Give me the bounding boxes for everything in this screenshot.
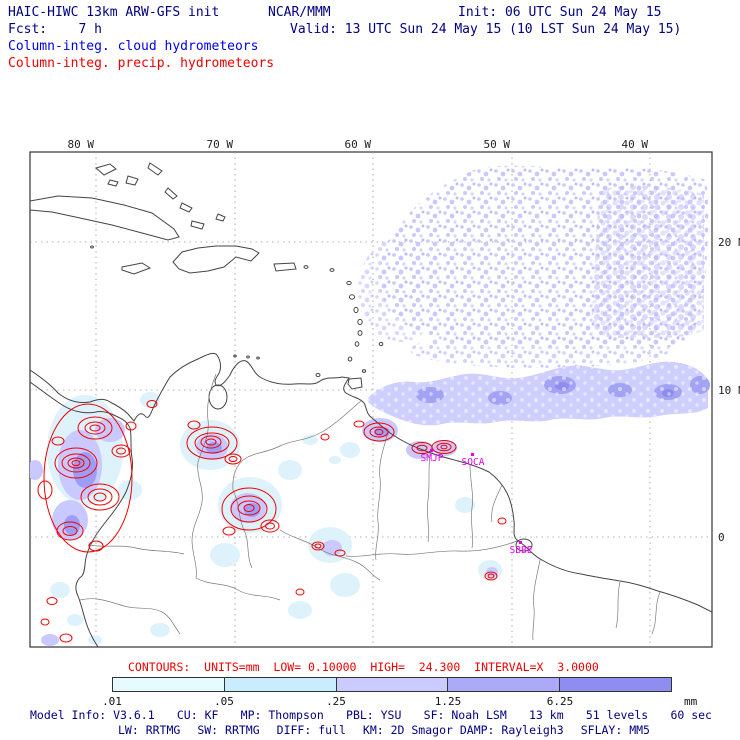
- lon-label: 60 W: [345, 138, 372, 151]
- org-label: NCAR/MMM: [268, 5, 331, 20]
- model-info-item: MP: Thompson: [240, 708, 324, 722]
- axis-labels: 80 W 70 W 60 W 50 W 40 W 20 N 10 N 0: [68, 138, 740, 544]
- colorbar-segment: [560, 678, 671, 691]
- model-info-item: KM: 2D Smagor DAMP: Rayleigh3: [362, 723, 564, 737]
- forecast-hour-label: Fcst: 7 h: [8, 22, 102, 37]
- colorbar-tick: .05: [214, 695, 234, 708]
- colorbar-segment: [224, 678, 337, 691]
- grid-lines: [30, 152, 712, 647]
- lat-label: 0: [718, 531, 725, 544]
- station-marker: [430, 449, 433, 452]
- model-info-item: 13 km: [529, 708, 564, 722]
- model-info-item: Model Info: V3.6.1: [30, 708, 155, 722]
- cloud-shading-layer: [30, 165, 710, 646]
- model-info-item: 60 sec: [670, 708, 712, 722]
- colorbar-tick: 1.25: [434, 695, 462, 708]
- coastlines: [30, 162, 712, 647]
- lon-label: 70 W: [207, 138, 234, 151]
- init-time-label: Init: 06 UTC Sun 24 May 15: [458, 5, 662, 20]
- station-label: SOCA: [462, 457, 485, 468]
- colorbar-segment: [336, 678, 449, 691]
- lon-label: 40 W: [622, 138, 649, 151]
- model-info-line2: LW: RRTMG SW: RRTMG DIFF: full KM: 2D Sm…: [118, 723, 650, 737]
- model-info-item: SF: Noah LSM: [423, 708, 507, 722]
- lon-label: 50 W: [484, 138, 511, 151]
- valid-time-label: Valid: 13 UTC Sun 24 May 15 (10 LST Sun …: [290, 22, 682, 37]
- model-info-item: PBL: YSU: [346, 708, 402, 722]
- colorbar-segment: [113, 678, 225, 691]
- station-label: SBBE: [510, 545, 533, 556]
- station-label: SMJP: [421, 453, 444, 464]
- field-label-cloud: Column-integ. cloud hydrometeors: [8, 39, 259, 54]
- lat-label: 10 N: [718, 384, 740, 397]
- station-labels: SMJP SOCA SBBE: [421, 449, 533, 556]
- contour-info-line: CONTOURS: UNITS=mm LOW= 0.10000 HIGH= 24…: [128, 660, 599, 674]
- model-info-item: SW: RRTMG: [197, 723, 260, 737]
- plot-title: HAIC-HIWC 13km ARW-GFS init: [8, 5, 220, 20]
- lat-label: 20 N: [718, 236, 740, 249]
- precip-contours: [37, 400, 507, 643]
- colorbar-tick: 6.25: [546, 695, 574, 708]
- lon-label: 80 W: [68, 138, 95, 151]
- colorbar-tick: .25: [326, 695, 346, 708]
- model-info-item: CU: KF: [176, 708, 219, 722]
- station-marker: [519, 541, 522, 544]
- colorbar-tick: .01: [102, 695, 122, 708]
- colorbar-segment: [448, 678, 561, 691]
- colorbar: [112, 677, 672, 692]
- field-label-precip: Column-integ. precip. hydrometeors: [8, 56, 275, 71]
- model-info-item: 51 levels: [585, 708, 649, 722]
- station-marker: [471, 453, 474, 456]
- colorbar-unit: mm: [684, 695, 698, 708]
- model-info-line1: Model Info: V3.6.1 CU: KF MP: Thompson P…: [30, 708, 712, 722]
- model-info-item: LW: RRTMG: [118, 723, 181, 737]
- model-info-item: DIFF: full: [276, 723, 346, 737]
- model-info-item: SFLAY: MM5: [580, 723, 650, 737]
